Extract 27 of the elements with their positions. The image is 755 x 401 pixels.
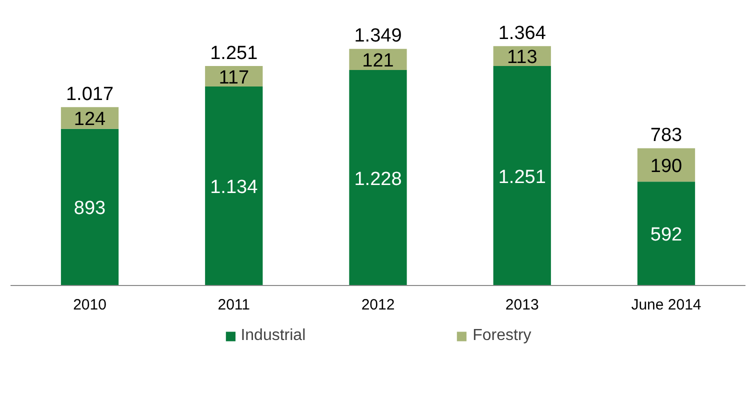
total-label: 1.251 bbox=[210, 42, 258, 64]
x-tick-label: 2013 bbox=[505, 296, 539, 314]
data-label: 124 bbox=[74, 108, 106, 130]
total-label: 1.017 bbox=[66, 84, 114, 105]
legend-label: Forestry bbox=[472, 327, 532, 345]
legend-label: Industrial bbox=[240, 327, 306, 345]
bar bbox=[493, 66, 551, 286]
data-label: 117 bbox=[218, 67, 250, 88]
bar bbox=[637, 182, 696, 286]
x-tick-label: 2011 bbox=[218, 296, 250, 314]
data-label: 190 bbox=[650, 156, 682, 177]
total-label: 783 bbox=[650, 125, 682, 146]
data-label: 1.251 bbox=[498, 166, 546, 188]
data-label: 113 bbox=[506, 47, 538, 68]
total-label: 1.364 bbox=[498, 23, 546, 44]
data-label: 121 bbox=[362, 50, 394, 72]
x-tick-label: 2012 bbox=[361, 296, 395, 314]
total-label: 1.349 bbox=[354, 26, 402, 47]
x-tick-label: 2010 bbox=[73, 296, 106, 314]
data-label: 1.228 bbox=[354, 168, 402, 190]
data-label: 1.134 bbox=[210, 177, 258, 198]
bar bbox=[60, 128, 119, 286]
x-tick-label: June 2014 bbox=[631, 296, 702, 314]
data-label: 893 bbox=[74, 198, 106, 220]
bar bbox=[205, 86, 263, 286]
data-label: 592 bbox=[650, 224, 682, 246]
bar bbox=[349, 70, 407, 286]
